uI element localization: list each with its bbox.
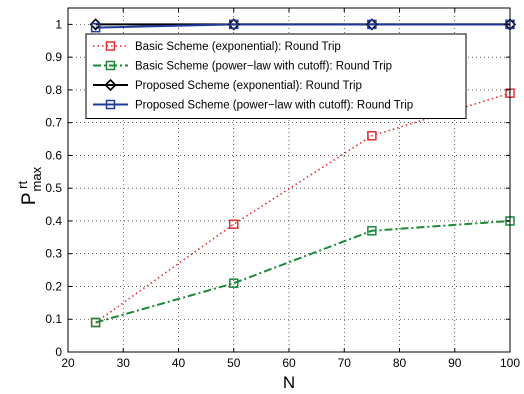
legend-label-1: Basic Scheme (exponential): Round Trip (135, 41, 341, 53)
y-tick-label: 0.3 (45, 247, 62, 261)
y-axis-label: Pmaxrt (15, 166, 44, 205)
legend-items: Basic Scheme (exponential): Round Trip Ba… (93, 41, 413, 112)
x-tick-label: 30 (117, 356, 131, 370)
legend-marker-2 (105, 60, 116, 71)
legend-marker-3 (104, 78, 117, 92)
ticks (67, 8, 511, 353)
legend-marker-4 (105, 99, 116, 110)
x-tick-label: 90 (448, 356, 462, 370)
y-tick-label: 0.6 (45, 148, 62, 162)
x-tick-label: 20 (61, 356, 75, 370)
series-line-2 (95, 219, 511, 324)
y-axis-label-main: P (19, 192, 40, 205)
series-4-point (90, 22, 101, 33)
y-tick-label: 1 (55, 17, 62, 31)
series-2-point (367, 226, 377, 236)
y-tick-labels: 0 0.1 0.2 0.3 0.4 0.5 0.6 0.7 0.8 0.9 1 (45, 17, 62, 359)
series-4-point (229, 19, 239, 30)
legend-box (85, 33, 467, 119)
x-tick-label: 70 (338, 356, 352, 370)
y-tick-label: 0.8 (45, 83, 62, 97)
x-axis-label: N (283, 373, 295, 392)
y-tick-label: 0.5 (45, 181, 62, 195)
y-tick-label: 0.4 (45, 214, 62, 228)
y-tick-label: 0.7 (45, 116, 62, 130)
y-axis-label-sub: max (29, 166, 44, 191)
legend: Basic Scheme (exponential): Round Trip Ba… (85, 33, 467, 119)
series-4-point (367, 19, 377, 30)
x-tick-labels: 20 30 40 50 60 70 80 90 100 (61, 356, 520, 370)
x-tick-label: 40 (172, 356, 186, 370)
y-axis-label-text: Pmaxrt (15, 166, 44, 205)
legend-marker-1 (105, 41, 116, 51)
y-tick-label: 0.2 (45, 279, 62, 293)
x-tick-label: 80 (393, 356, 407, 370)
legend-label-2: Basic Scheme (power−law with cutoff): Ro… (135, 61, 392, 73)
x-tick-label: 60 (282, 356, 296, 370)
series-line-4 (95, 23, 510, 29)
y-axis-label-sup: rt (15, 181, 30, 189)
legend-label-3: Proposed Scheme (exponential): Round Tri… (135, 80, 362, 92)
series-1-point (229, 219, 239, 229)
y-tick-label: 0.1 (45, 312, 62, 326)
series-1-point (367, 131, 377, 141)
y-tick-label: 0 (55, 345, 62, 359)
y-tick-label: 0.9 (45, 50, 62, 64)
legend-label-4: Proposed Scheme (power−law with cutoff):… (135, 100, 413, 112)
x-tick-label: 50 (227, 356, 241, 370)
series-2-point (229, 278, 239, 288)
series-2-point (90, 317, 101, 328)
series-3-point (89, 18, 102, 31)
x-tick-label: 100 (500, 356, 520, 370)
